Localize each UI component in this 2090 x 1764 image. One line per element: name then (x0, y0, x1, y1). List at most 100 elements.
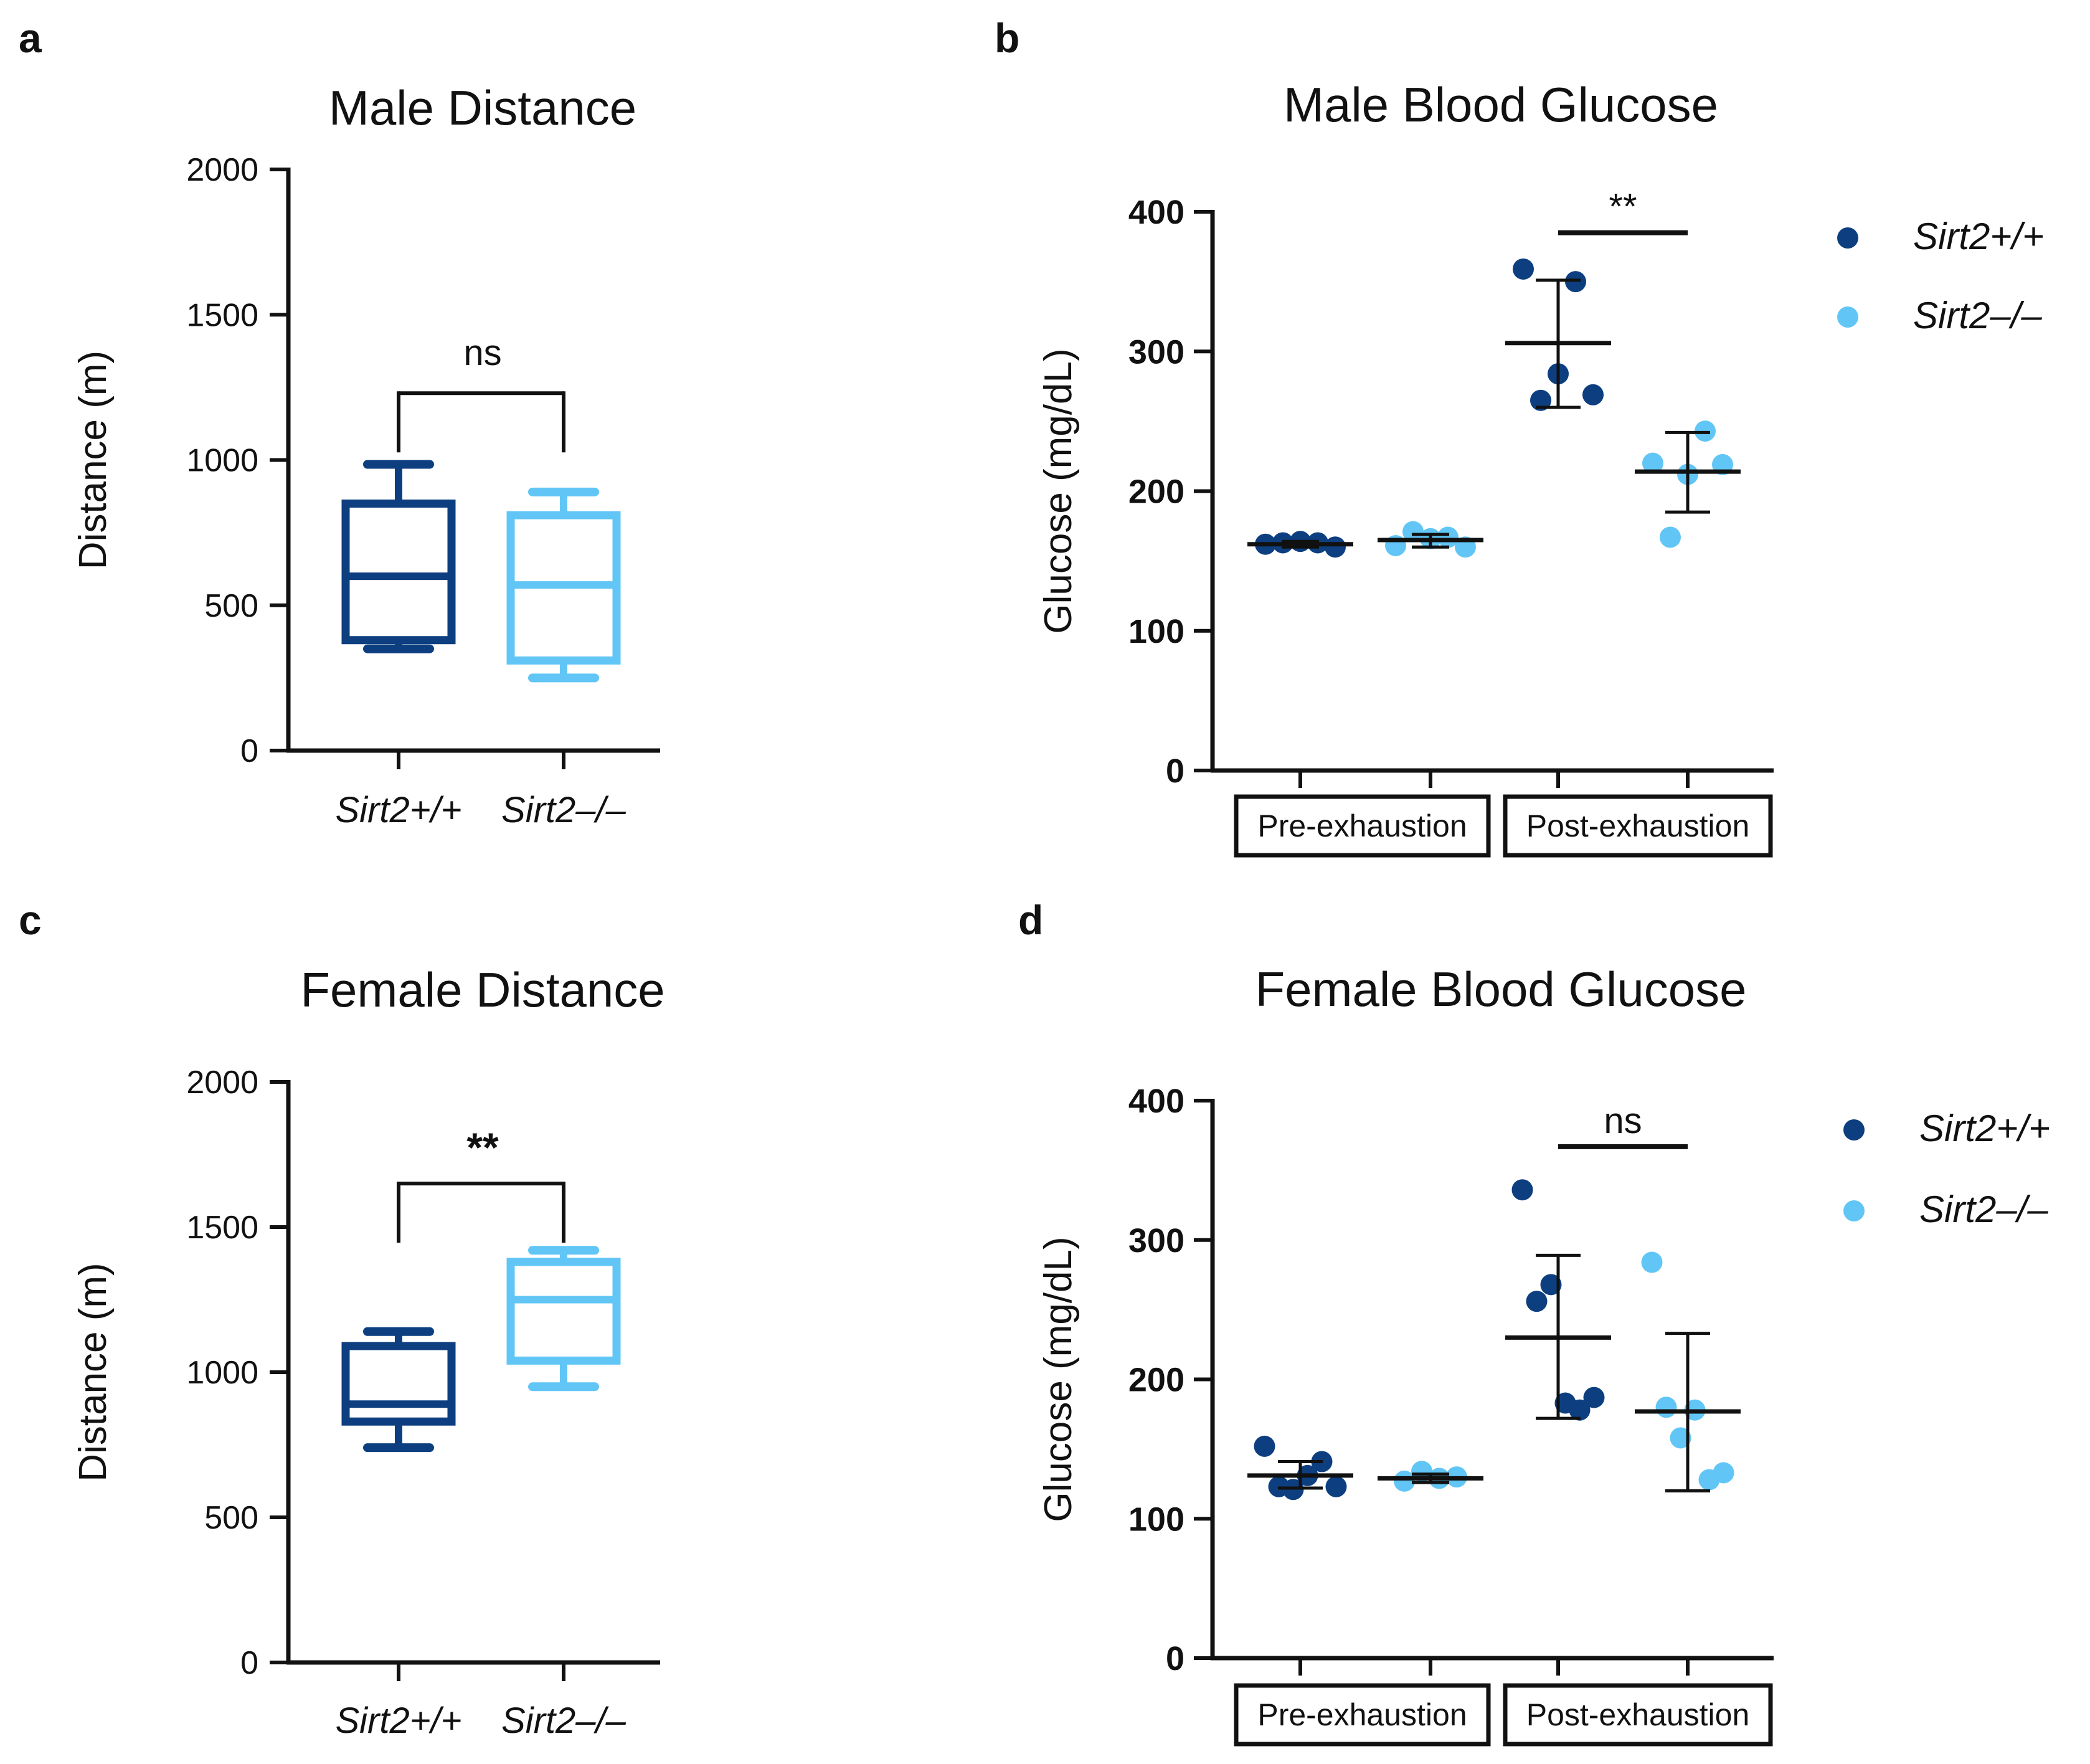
y-tick-label: 1500 (186, 1210, 258, 1246)
panel-letter: a (19, 15, 42, 61)
data-point (1582, 384, 1604, 405)
legend-marker (1843, 1119, 1865, 1140)
column-knockout (1378, 521, 1483, 558)
box-knockout (506, 487, 621, 683)
data-point (1641, 1251, 1663, 1273)
significance-bracket (397, 1182, 565, 1243)
box-wildtype (341, 460, 456, 653)
x-category-label: Sirt2+/+ (335, 790, 461, 830)
panel-d: d Female Blood Glucose Glucose (mg/dL) 0 100… (1018, 897, 2050, 1747)
y-tick-label: 400 (1128, 1083, 1184, 1120)
box-iqr (341, 499, 456, 645)
y-tick-label: 0 (1166, 752, 1184, 790)
data-point (1713, 1462, 1734, 1484)
x-category-label: Sirt2–/– (501, 1700, 627, 1741)
y-tick-label: 1000 (186, 443, 258, 479)
legend-label: Sirt2–/– (1913, 295, 2042, 336)
group-label-box: Pre-exhaustion (1234, 1683, 1491, 1747)
data-point (1511, 1179, 1533, 1201)
significance-label: ns (463, 333, 501, 373)
x-category-label: Sirt2+/+ (335, 1700, 461, 1741)
panel-letter: c (19, 897, 42, 943)
legend: Sirt2+/+ Sirt2–/– (1843, 1107, 2050, 1230)
significance-label: ** (466, 1124, 499, 1170)
group-box-frame (1503, 794, 1773, 858)
group-label: Post-exhaustion (1526, 1697, 1750, 1732)
y-axis-label: Glucose (mg/dL) (1037, 1236, 1080, 1522)
legend-marker (1837, 227, 1858, 249)
chart-title: Male Blood Glucose (1284, 77, 1718, 132)
legend-label: Sirt2–/– (1919, 1188, 2048, 1230)
group-box-frame (1234, 1683, 1491, 1747)
chart-title: Female Distance (300, 962, 664, 1017)
x-category-label: Sirt2–/– (501, 790, 627, 830)
panel-letter: b (995, 15, 1019, 61)
significance-bracket (397, 391, 565, 453)
data-point (1526, 1291, 1548, 1312)
data-point (1402, 521, 1424, 543)
data-point (1325, 1476, 1347, 1497)
y-tick-label: 100 (1128, 613, 1184, 650)
data-point (1530, 389, 1551, 411)
chart-title: Female Blood Glucose (1255, 962, 1746, 1017)
box-iqr (341, 1342, 456, 1426)
y-axis-label: Glucose (mg/dL) (1037, 348, 1080, 633)
column-wildtype (1247, 1435, 1353, 1501)
group-label-box: Post-exhaustion (1503, 794, 1773, 858)
group-label: Post-exhaustion (1526, 808, 1750, 843)
y-tick-label: 2000 (186, 152, 258, 188)
group-box-frame (1234, 794, 1491, 858)
group-label: Pre-exhaustion (1257, 1697, 1467, 1732)
y-tick-label: 500 (204, 588, 258, 624)
group-box-frame (1503, 1683, 1773, 1747)
data-point (1670, 1427, 1691, 1449)
y-tick-label: 0 (240, 733, 258, 769)
panel-letter: d (1018, 897, 1043, 943)
box-iqr (506, 1258, 621, 1365)
data-point (1394, 1470, 1415, 1492)
data-point (1437, 526, 1459, 548)
y-tick-label: 0 (240, 1645, 258, 1681)
data-point (1540, 1274, 1562, 1296)
column-knockout (1378, 1461, 1483, 1492)
data-point (1660, 526, 1681, 548)
significance-label: ns (1604, 1101, 1642, 1141)
data-point (1655, 1396, 1677, 1418)
group-label-box: Pre-exhaustion (1234, 794, 1491, 858)
data-point (1513, 258, 1534, 280)
data-point (1583, 1387, 1605, 1408)
y-tick-label: 200 (1128, 473, 1184, 511)
column-wildtype (1505, 258, 1611, 411)
y-tick-label: 2000 (186, 1065, 258, 1101)
y-tick-label: 0 (1166, 1640, 1184, 1677)
chart-title: Male Distance (329, 80, 636, 135)
group-label: Pre-exhaustion (1257, 808, 1467, 843)
data-point (1254, 1435, 1275, 1457)
legend: Sirt2+/+ Sirt2–/– (1837, 216, 2044, 336)
y-tick-label: 200 (1128, 1362, 1184, 1399)
box-wildtype (341, 1327, 456, 1453)
y-tick-label: 100 (1128, 1501, 1184, 1538)
y-axis-label: Distance (m) (72, 351, 115, 569)
y-tick-label: 1000 (186, 1355, 258, 1391)
legend-marker (1843, 1200, 1865, 1221)
y-axis-label: Distance (m) (72, 1263, 115, 1481)
y-tick-label: 300 (1128, 333, 1184, 371)
column-knockout (1635, 1251, 1741, 1492)
column-wildtype (1247, 531, 1353, 558)
panel-a: a Male Distance Distance (m) 0 500 1000 1500 20… (19, 15, 660, 830)
legend-label: Sirt2+/+ (1913, 216, 2044, 257)
legend-marker (1837, 306, 1858, 328)
data-point (1642, 452, 1663, 474)
panel-b: b Male Blood Glucose Glucose (mg/dL) 0 100 20… (995, 15, 2044, 858)
y-tick-label: 500 (204, 1500, 258, 1536)
box-knockout (506, 1246, 621, 1392)
data-point (1325, 536, 1346, 558)
group-label-box: Post-exhaustion (1503, 1683, 1773, 1747)
legend-label: Sirt2+/+ (1919, 1107, 2050, 1149)
column-wildtype (1505, 1179, 1611, 1421)
y-tick-label: 400 (1128, 194, 1184, 231)
y-tick-label: 1500 (186, 297, 258, 333)
y-tick-label: 300 (1128, 1222, 1184, 1259)
